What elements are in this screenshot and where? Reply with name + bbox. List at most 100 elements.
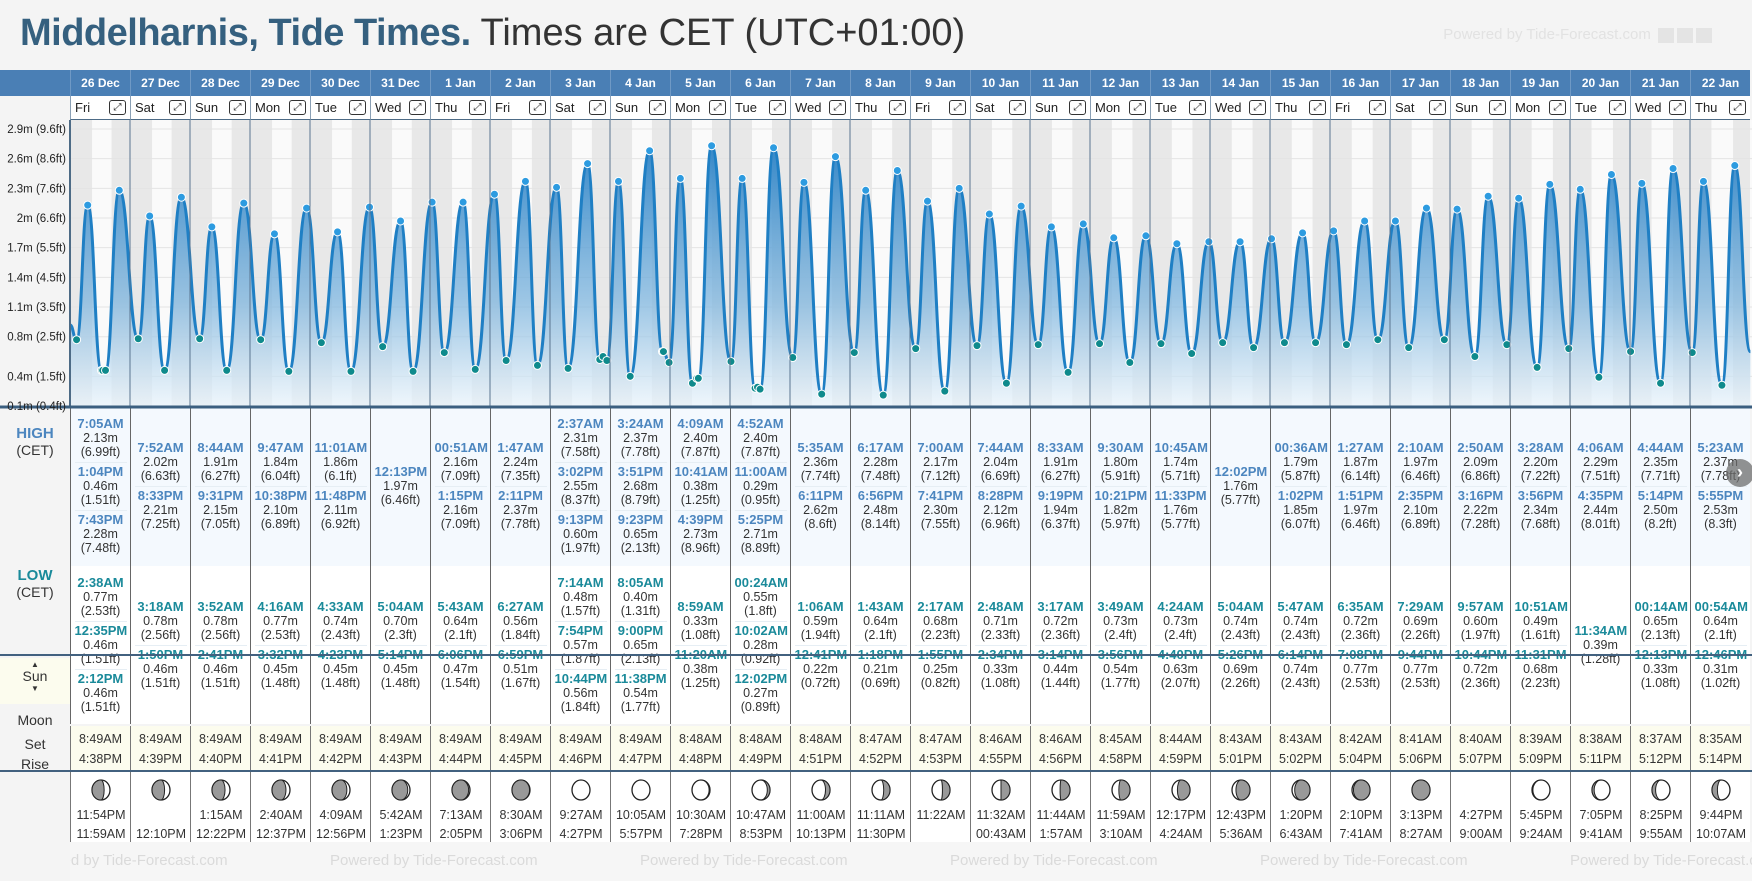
high-tide-point	[114, 185, 124, 195]
expand-icon[interactable]: ⤢	[829, 100, 846, 115]
sun-cell: 8:49AM 4:43PM	[370, 726, 430, 772]
expand-icon[interactable]: ⤢	[1189, 100, 1206, 115]
next-button[interactable]: ›	[1726, 459, 1752, 487]
tide-height-m: 0.27m	[743, 685, 778, 700]
high-row-label: HIGH (CET)	[0, 425, 70, 458]
tide-time: 4:24AM	[1157, 598, 1204, 614]
expand-icon[interactable]: ⤢	[889, 100, 906, 115]
tide-time: 2:38AM	[77, 574, 124, 590]
expand-icon[interactable]: ⤢	[229, 100, 246, 115]
tide-height-m: 1.97m	[1343, 502, 1378, 517]
tide-time: 3:24AM	[617, 415, 664, 431]
expand-icon[interactable]: ⤢	[589, 100, 606, 115]
tide-height-ft: (2.4ft)	[1164, 627, 1197, 642]
expand-icon[interactable]: ⤢	[1009, 100, 1026, 115]
tide-height-m: 0.46m	[83, 685, 118, 700]
sun-cell: 8:49AM 4:42PM	[310, 726, 370, 772]
expand-icon[interactable]: ⤢	[709, 100, 726, 115]
tide-height-m: 0.77m	[83, 589, 118, 604]
expand-icon[interactable]: ⤢	[1429, 100, 1446, 115]
expand-icon[interactable]: ⤢	[1129, 100, 1146, 115]
low-tide-event: 9:00PM 0.65m (2.13ft)	[614, 622, 667, 670]
tide-height-m: 2.44m	[1583, 502, 1618, 517]
high-tide-event: 5:14PM 2.50m (8.2ft)	[1635, 487, 1687, 534]
tide-time: 3:02PM	[557, 463, 604, 479]
expand-icon[interactable]: ⤢	[109, 100, 126, 115]
y-tick-label: 1.7m (5.5ft)	[7, 243, 66, 255]
day-of-week: Sun ⤢	[1030, 96, 1090, 120]
tide-chart: 2.9m (9.6ft) 2.6m (8.6ft) 2.3m (7.6ft) 2m (…	[0, 120, 1752, 413]
tide-height-ft: (1.67ft)	[500, 675, 541, 690]
tide-time: 3:56PM	[1517, 487, 1564, 503]
tide-height-ft: (6.99ft)	[80, 444, 121, 459]
expand-icon[interactable]: ⤢	[1609, 100, 1626, 115]
tide-height-m: 2.48m	[863, 502, 898, 517]
high-tide-point	[954, 183, 964, 193]
tide-height-ft: (2.53ft)	[1400, 675, 1441, 690]
expand-icon[interactable]: ⤢	[349, 100, 366, 115]
low-tide-point	[346, 366, 356, 376]
expand-icon[interactable]: ⤢	[1489, 100, 1506, 115]
low-tide-point	[972, 341, 982, 351]
high-tide-point	[427, 197, 437, 207]
low-tide-point	[693, 373, 703, 383]
expand-icon[interactable]: ⤢	[1549, 100, 1566, 115]
expand-icon[interactable]: ⤢	[949, 100, 966, 115]
sun-cell: 8:38AM 5:11PM	[1570, 726, 1630, 772]
expand-icon[interactable]: ⤢	[469, 100, 486, 115]
tide-grid: HIGH (CET) LOW (CET) ▲ Sun ▼ Moon Set Ri…	[0, 70, 1752, 881]
tide-height-m: 2.04m	[983, 454, 1018, 469]
tide-time: 12:13PM	[374, 463, 428, 479]
tide-height-m: 2.02m	[143, 454, 178, 469]
expand-icon[interactable]: ⤢	[169, 100, 186, 115]
tide-height-ft: (1.31ft)	[620, 603, 661, 618]
expand-icon[interactable]: ⤢	[1729, 100, 1746, 115]
high-tide-point	[1390, 216, 1400, 226]
sun-cell: 8:48AM 4:51PM	[790, 726, 850, 772]
high-tide-event: 11:01AM 1.86m (6.1ft)	[314, 439, 367, 487]
sunrise-time: 8:46AM	[1038, 732, 1083, 746]
powered-by-top[interactable]: Powered by Tide-Forecast.com	[1443, 26, 1712, 43]
tide-height-m: 1.85m	[1283, 502, 1318, 517]
tide-time: 2:50AM	[1457, 439, 1504, 455]
day-column: 21 Jan Wed ⤢ 4:44AM 2.35m (7.71ft) 5:14PM 2.50m…	[1630, 70, 1690, 881]
low-tide-event: 5:47AM 0.74m (2.43ft)	[1274, 598, 1327, 646]
moon-phase-icon	[1170, 779, 1191, 801]
expand-icon[interactable]: ⤢	[1669, 100, 1686, 115]
low-tide-point	[222, 365, 232, 375]
expand-icon[interactable]: ⤢	[1309, 100, 1326, 115]
expand-icon[interactable]: ⤢	[769, 100, 786, 115]
high-tide-event: 3:51PM 2.68m (8.79ft)	[614, 463, 667, 511]
date-header: 29 Dec	[250, 70, 310, 96]
sunset-time: 4:53PM	[918, 752, 963, 766]
expand-icon[interactable]: ⤢	[289, 100, 306, 115]
tide-time: 1:15PM	[437, 487, 484, 503]
low-tide-point	[378, 342, 388, 352]
tide-height-m: 0.74m	[1223, 613, 1258, 628]
tide-time: 1:27AM	[1337, 439, 1384, 455]
low-tide-event: 3:17AM 0.72m (2.36ft)	[1034, 598, 1087, 646]
high-tide-point	[1730, 161, 1740, 171]
moonset-time: 7:13AM	[439, 808, 483, 822]
tide-height-ft: (5.97ft)	[1100, 516, 1141, 531]
tide-height-m: 0.39m	[1583, 637, 1618, 652]
low-tide-point	[408, 366, 418, 376]
tide-time: 11:33PM	[1154, 487, 1207, 503]
high-tide-point	[176, 192, 186, 202]
expand-icon[interactable]: ⤢	[529, 100, 546, 115]
expand-icon[interactable]: ⤢	[1069, 100, 1086, 115]
expand-icon[interactable]: ⤢	[409, 100, 426, 115]
high-tide-cell: 2:50AM 2.09m (6.86ft) 3:16PM 2.22m (7.28ft)	[1450, 406, 1510, 566]
tide-time: 5:04AM	[377, 598, 424, 614]
tide-time: 6:27AM	[497, 598, 544, 614]
tide-height-m: 2.37m	[623, 430, 658, 445]
low-tide-event: 6:14PM0.74m(2.43ft)	[1275, 646, 1327, 693]
expand-icon[interactable]: ⤢	[1369, 100, 1386, 115]
low-tide-point	[160, 365, 170, 375]
expand-icon[interactable]: ⤢	[649, 100, 666, 115]
sunset-time: 4:44PM	[438, 752, 483, 766]
expand-icon[interactable]: ⤢	[1249, 100, 1266, 115]
date-header: 3 Jan	[550, 70, 610, 96]
high-tide-event: 1:02PM 1.85m (6.07ft)	[1275, 487, 1327, 534]
moonrise-time: 9:55AM	[1639, 827, 1683, 841]
